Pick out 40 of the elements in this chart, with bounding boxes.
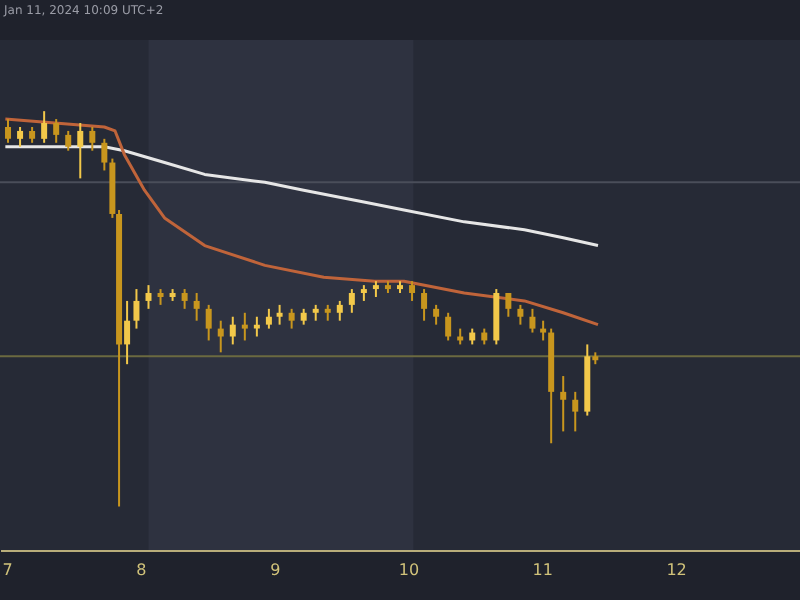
candlestick <box>133 288 140 330</box>
x-tick-label: 12 <box>666 561 687 579</box>
candlestick <box>505 292 512 318</box>
x-tick-label: 7 <box>2 561 13 579</box>
candlestick <box>181 288 188 310</box>
x-tick-label: 9 <box>270 561 281 579</box>
candlestick <box>336 299 343 322</box>
candlestick <box>348 288 355 314</box>
candlestick <box>101 137 108 172</box>
candlestick <box>421 288 428 322</box>
candlestick <box>493 288 500 346</box>
candlestick <box>17 125 24 148</box>
candlestick <box>65 129 72 152</box>
candlestick <box>409 280 416 302</box>
candlestick <box>265 307 272 330</box>
candlestick <box>5 118 12 144</box>
candlestick <box>229 315 236 346</box>
candlestick <box>241 311 248 342</box>
candlestick <box>205 303 212 342</box>
candlestick <box>529 307 536 334</box>
candlestick <box>145 284 152 310</box>
x-tick-label: 10 <box>398 561 420 579</box>
candlestick <box>540 319 547 342</box>
candlestick <box>217 319 224 354</box>
candlestick <box>89 125 96 152</box>
candlestick <box>288 307 295 330</box>
candlestick <box>41 110 48 144</box>
candlestick <box>560 375 567 433</box>
candlestick <box>433 303 440 326</box>
candlestick <box>276 303 283 326</box>
candlestick <box>53 118 60 144</box>
x-tick-label: 8 <box>136 561 147 579</box>
candlestick <box>572 390 579 433</box>
candlestick <box>253 315 260 338</box>
candlestick <box>193 292 200 322</box>
candlestick <box>445 311 452 342</box>
candlestick <box>124 299 131 366</box>
x-tick-label: 11 <box>532 561 553 579</box>
candlestick <box>517 303 524 326</box>
candlestick <box>77 122 84 180</box>
